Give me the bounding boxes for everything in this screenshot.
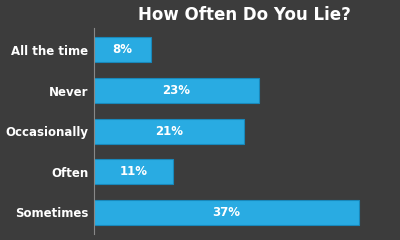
Text: 8%: 8% <box>113 43 133 56</box>
Text: 37%: 37% <box>212 206 240 219</box>
Text: 23%: 23% <box>162 84 190 97</box>
Bar <box>94 119 244 144</box>
Title: How Often Do You Lie?: How Often Do You Lie? <box>138 6 351 24</box>
Bar <box>94 37 151 62</box>
Bar <box>94 200 359 225</box>
Text: 21%: 21% <box>155 125 183 138</box>
Bar <box>94 159 173 184</box>
Bar <box>94 78 258 103</box>
Text: 11%: 11% <box>120 165 148 178</box>
